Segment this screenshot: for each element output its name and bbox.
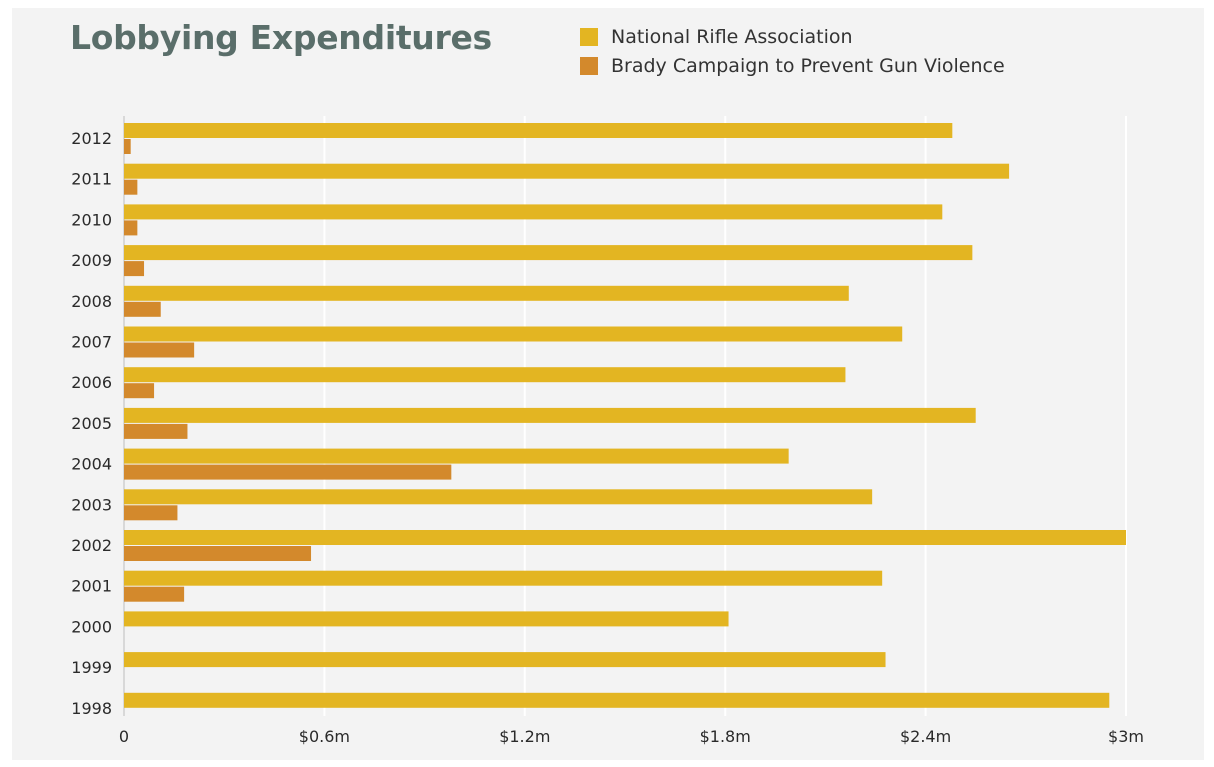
bar-brady-2006	[124, 383, 155, 399]
legend-label-nra: National Rifle Association	[611, 25, 853, 48]
bar-nra-2004	[124, 448, 789, 464]
x-axis-labels: 0 $0.6m $1.2m $1.8m $2.4m $3m	[119, 727, 1144, 746]
x-tick-label: $1.8m	[700, 727, 751, 746]
y-tick-label: 2012	[71, 129, 112, 148]
bar-brady-2003	[124, 505, 178, 521]
y-tick-label: 2000	[71, 617, 112, 636]
bar-nra-2006	[124, 367, 846, 383]
bar-nra-2011	[124, 163, 1010, 179]
bar-brady-2002	[124, 546, 312, 561]
x-tick-label: $3m	[1108, 727, 1144, 746]
bar-nra-2000	[124, 611, 729, 627]
y-tick-label: 2005	[71, 414, 112, 433]
y-tick-label: 1999	[71, 658, 112, 677]
bar-brady-2007	[124, 342, 195, 358]
bar-nra-2010	[124, 204, 943, 220]
x-tick-label: $1.2m	[499, 727, 550, 746]
legend-swatch-nra	[580, 27, 598, 46]
bar-brady-2010	[124, 220, 138, 236]
bar-nra-2008	[124, 285, 849, 301]
legend-item-nra: National Rifle Association	[580, 22, 1005, 51]
y-tick-label: 2002	[71, 536, 112, 555]
bar-nra-2012	[124, 123, 953, 138]
bar-nra-2002	[124, 530, 1126, 545]
bar-nra-2001	[124, 570, 883, 586]
bar-nra-2009	[124, 245, 973, 261]
x-tick-label: $2.4m	[900, 727, 951, 746]
y-tick-label: 2001	[71, 577, 112, 596]
bar-brady-2008	[124, 301, 161, 317]
chart-legend: National Rifle Association Brady Campaig…	[580, 22, 1005, 80]
bar-brady-2004	[124, 464, 452, 480]
bar-nra-2005	[124, 407, 976, 423]
y-tick-label: 1998	[71, 699, 112, 718]
bar-brady-2011	[124, 179, 138, 195]
y-tick-label: 2009	[71, 251, 112, 270]
legend-label-brady: Brady Campaign to Prevent Gun Violence	[611, 54, 1005, 77]
bar-brady-2009	[124, 261, 145, 277]
y-axis-labels: 2012 2011 2010 2009 2008 2007 2006 2005 2004 2003…	[71, 129, 112, 718]
y-tick-label: 2004	[71, 455, 112, 474]
bar-nra-2003	[124, 489, 873, 505]
x-tick-label: 0	[119, 727, 129, 746]
bar-nra-1998	[124, 692, 1110, 708]
legend-item-brady: Brady Campaign to Prevent Gun Violence	[580, 51, 1005, 80]
x-tick-label: $0.6m	[299, 727, 350, 746]
bars-layer	[124, 123, 1126, 708]
bar-brady-2012	[124, 139, 131, 154]
y-tick-label: 2007	[71, 333, 112, 352]
bar-brady-2001	[124, 586, 185, 602]
bar-brady-2005	[124, 423, 188, 439]
y-tick-label: 2008	[71, 292, 112, 311]
chart-title: Lobbying Expenditures	[70, 18, 492, 57]
bar-nra-2007	[124, 326, 903, 342]
bar-nra-1999	[124, 652, 886, 668]
y-tick-label: 2011	[71, 170, 112, 189]
y-tick-label: 2010	[71, 210, 112, 229]
y-tick-label: 2003	[71, 495, 112, 514]
legend-swatch-brady	[580, 56, 598, 75]
y-tick-label: 2006	[71, 373, 112, 392]
